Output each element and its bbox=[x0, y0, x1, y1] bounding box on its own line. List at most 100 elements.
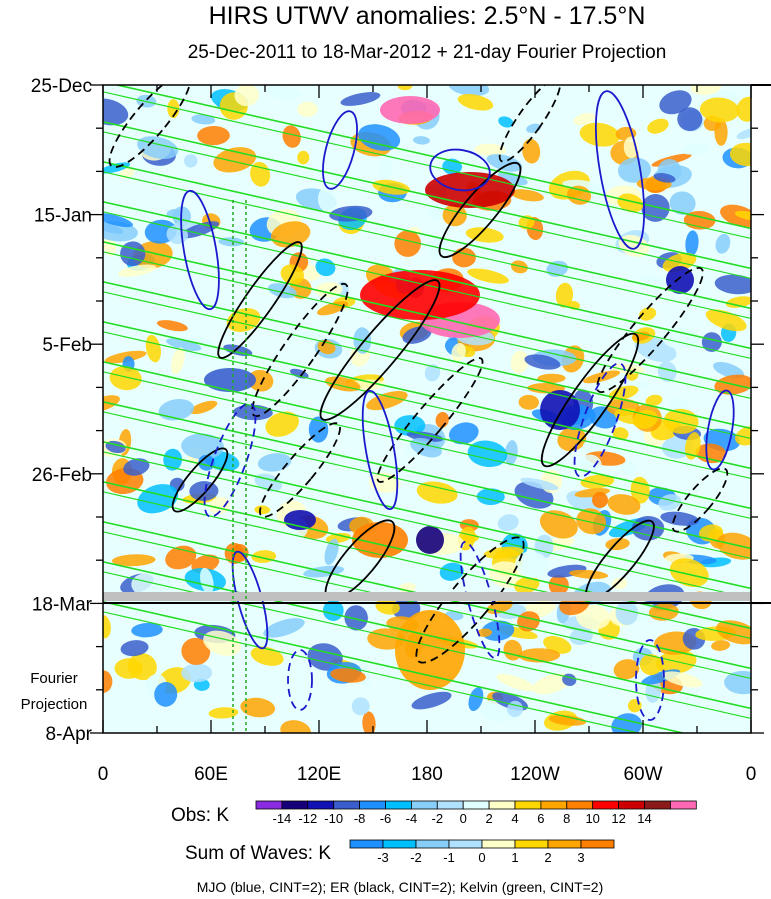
x-tick-label: 120E bbox=[297, 764, 341, 785]
anomaly-cell bbox=[131, 622, 163, 638]
anomaly-cell bbox=[103, 213, 133, 228]
anomaly-cell bbox=[630, 476, 650, 504]
anomaly-cell bbox=[685, 432, 701, 460]
colorbar-tick-label: -10 bbox=[324, 811, 343, 826]
mjo-contour bbox=[429, 148, 491, 192]
kelvin-contour bbox=[103, 371, 751, 520]
anomaly-cell bbox=[416, 481, 458, 504]
missing-data-strip bbox=[103, 592, 751, 601]
anomaly-cell bbox=[579, 122, 620, 147]
colorbar-swatch bbox=[359, 800, 386, 810]
anomaly-cell bbox=[613, 659, 640, 680]
anomaly-cell bbox=[632, 409, 658, 429]
fourier-label-line1: Fourier bbox=[30, 670, 78, 687]
anomaly-cell bbox=[520, 477, 559, 491]
anomaly-cell bbox=[171, 347, 185, 375]
anomaly-cell bbox=[428, 237, 449, 261]
anomaly-cell bbox=[329, 205, 373, 222]
anomaly-cell bbox=[701, 332, 722, 352]
anomaly-cell bbox=[254, 505, 271, 515]
anomaly-cell bbox=[358, 124, 401, 151]
anomaly-cell bbox=[477, 628, 493, 637]
plot-area bbox=[103, 85, 751, 733]
anomaly-peak bbox=[204, 368, 256, 392]
anomaly-cell bbox=[716, 620, 751, 645]
colorbar-swatch bbox=[566, 800, 594, 810]
colorbar-tick-label: 2 bbox=[485, 811, 492, 826]
anomaly-cell bbox=[627, 699, 642, 713]
colorbar-tick-label: 10 bbox=[585, 811, 599, 826]
anomaly-cell bbox=[662, 327, 700, 350]
mjo-contour bbox=[594, 90, 646, 250]
waves-colorbar: -3 -2 -1 0 1 2 3 bbox=[349, 839, 615, 865]
anomaly-cell bbox=[166, 209, 182, 219]
anomaly-cell bbox=[448, 422, 479, 445]
colorbar-swatch bbox=[488, 800, 516, 810]
anomaly-cell bbox=[659, 90, 692, 115]
colorbar-tick-label: -2 bbox=[410, 850, 422, 865]
anomaly-cell bbox=[330, 668, 366, 683]
anomaly-cell bbox=[690, 85, 722, 96]
anomaly-cell bbox=[631, 516, 665, 541]
anomaly-cell bbox=[518, 394, 540, 410]
anomaly-cell bbox=[474, 143, 507, 157]
anomaly-cell bbox=[611, 577, 628, 590]
anomaly-cell bbox=[724, 670, 751, 695]
anomaly-cell bbox=[524, 354, 561, 370]
anomaly-cell bbox=[199, 567, 214, 594]
chart-subtitle: 25-Dec-2011 to 18-Mar-2012 + 21-day Four… bbox=[188, 42, 667, 63]
kelvin-contour bbox=[103, 280, 751, 430]
colorbar-tick-label: 6 bbox=[537, 811, 544, 826]
colorbar-swatch bbox=[349, 839, 384, 849]
anomaly-cell bbox=[111, 554, 156, 567]
anomaly-cell bbox=[605, 537, 630, 551]
colorbar-tick-label: 2 bbox=[544, 850, 551, 865]
chart-title: HIRS UTWV anomalies: 2.5°N - 17.5°N bbox=[209, 2, 646, 30]
mjo-contour bbox=[361, 389, 399, 511]
anomaly-cell bbox=[362, 711, 376, 733]
kelvin-contour bbox=[103, 600, 687, 733]
colorbar-tick-label: -6 bbox=[380, 811, 392, 826]
anomaly-cell bbox=[555, 282, 574, 308]
er-contour bbox=[251, 282, 349, 418]
colorbar-tick-label: -2 bbox=[432, 811, 444, 826]
anomaly-cell bbox=[504, 440, 518, 466]
anomaly-cell bbox=[280, 720, 311, 733]
anomaly-cell bbox=[660, 511, 699, 526]
anomaly-cell bbox=[711, 640, 731, 651]
colorbar-swatch bbox=[385, 800, 412, 810]
mjo-contour bbox=[573, 362, 627, 478]
anomaly-cell bbox=[282, 125, 301, 148]
er-contour bbox=[171, 447, 229, 513]
kelvin-contour bbox=[103, 331, 751, 480]
footer-caption: MJO (blue, CINT=2); ER (black, CINT=2); … bbox=[197, 879, 604, 895]
anomaly-cell bbox=[448, 85, 490, 97]
anomaly-cell bbox=[439, 562, 464, 581]
anomaly-cell bbox=[510, 189, 544, 202]
colorbar-swatch bbox=[514, 839, 549, 849]
obs-legend-label: Obs: K bbox=[171, 805, 229, 826]
anomaly-cell bbox=[181, 637, 211, 665]
anomaly-cell bbox=[522, 138, 541, 164]
kelvin-contour bbox=[103, 120, 751, 270]
mjo-contour bbox=[635, 639, 665, 721]
colorbar-swatch bbox=[410, 800, 438, 810]
kelvin-contour bbox=[103, 200, 751, 350]
colorbar-swatch bbox=[255, 800, 283, 810]
kelvin-contour bbox=[103, 531, 751, 680]
kelvin-contour bbox=[103, 480, 751, 630]
anomaly-cell bbox=[715, 233, 731, 254]
colorbar-swatch bbox=[481, 839, 516, 849]
colorbar-tick-label: -12 bbox=[298, 811, 317, 826]
anomaly-cell bbox=[263, 618, 305, 638]
mjo-contour bbox=[287, 649, 313, 711]
anomaly-cell bbox=[735, 426, 751, 446]
anomaly-cell bbox=[481, 620, 515, 641]
anomaly-cell bbox=[617, 193, 644, 213]
x-tick-label: 60E bbox=[194, 764, 228, 785]
anomaly-peak bbox=[360, 270, 480, 320]
anomaly-cell bbox=[123, 458, 150, 476]
anomaly-cell bbox=[576, 604, 611, 630]
anomaly-cell bbox=[736, 128, 751, 140]
colorbar-tick-label: 14 bbox=[637, 811, 651, 826]
